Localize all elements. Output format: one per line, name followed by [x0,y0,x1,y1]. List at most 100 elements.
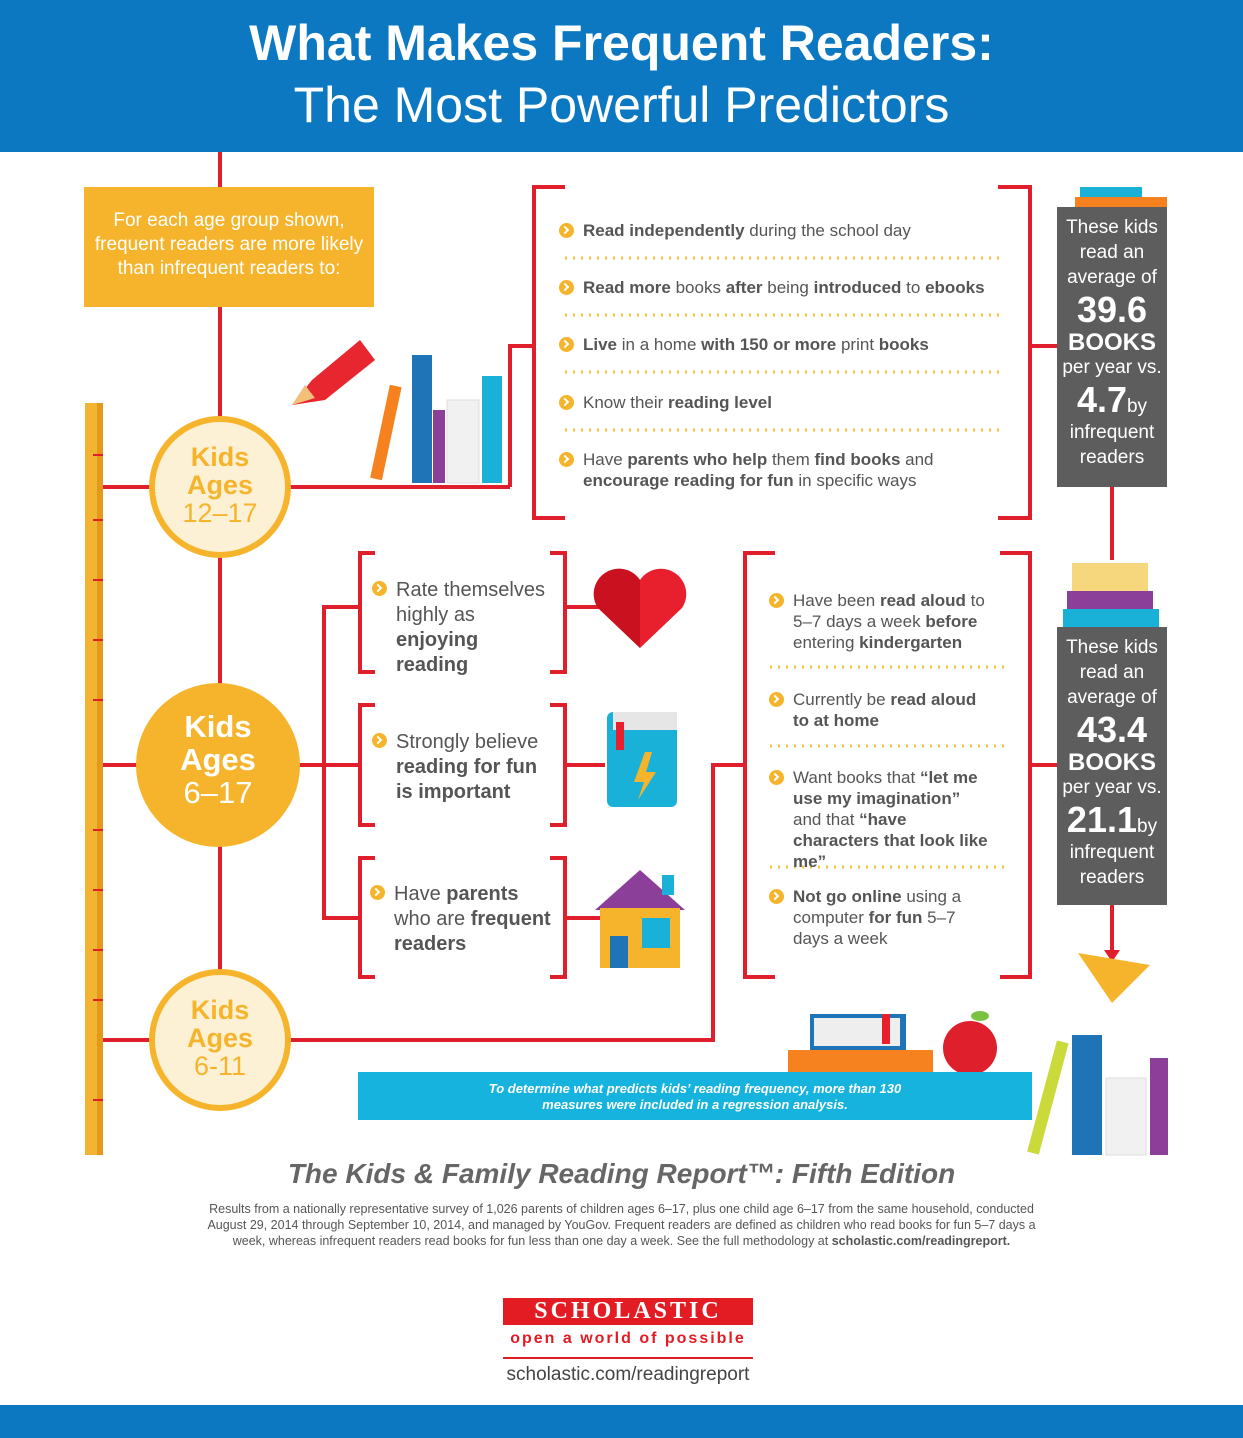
text-run: read aloud to at home [793,690,977,730]
text-run: using a computer [793,887,962,927]
bullet [769,692,784,707]
stat-by: by [1137,816,1158,837]
methodology: Results from a nationally representative… [200,1201,1043,1249]
bullet [559,452,574,467]
age-circle: Kids Ages 6-11 [150,996,290,1080]
text-run: after [725,278,763,297]
text-run: entering [793,633,860,652]
stat-infrequent: 4.7 [1076,379,1127,420]
text-run: being [762,278,814,297]
text-run: Want books that [793,768,920,787]
text-run: find books [814,450,901,469]
text-run: “have characters that look like me” [793,810,988,871]
bullet [769,593,784,608]
text-run: frequent readers [394,908,551,955]
text-run: books [878,335,929,354]
stat-frequent: 39.6 [1076,289,1148,330]
report-title: The Kids & Family Reading Report™: Fifth… [287,1158,956,1189]
age-range: 12–17 [182,498,258,528]
bullet [559,280,574,295]
age-range: 6-11 [193,1051,247,1081]
predictor-item: Have parents who are frequent readers [370,882,554,957]
bullet [370,885,385,900]
bullet [769,889,784,904]
text-run: reading level [668,393,772,412]
text-run: and that [793,810,860,829]
age-line: Ages [180,742,256,777]
text-run: read aloud [879,591,966,610]
stat-infrequent: 21.1 [1066,799,1137,840]
text-run: print [836,335,879,354]
text-run: reading for fun is important [396,756,538,803]
intro-box: For each age group shown, frequent reade… [84,187,374,307]
text-run: Currently be [793,690,891,709]
age-line: Kids [190,995,250,1025]
text-run: parents [446,883,519,905]
text-run: with 150 or more [701,335,837,354]
stat-compare: per year vs. [1062,357,1162,378]
note-bar: To determine what predicts kids’ reading… [358,1072,1032,1120]
text-run: Have been [793,591,880,610]
stat-by: by [1126,396,1148,417]
bullet [769,770,784,785]
url: scholastic.com/readingreport [506,1364,750,1385]
text-run: Know their [583,393,669,412]
text-run: 5–7 days a week [793,908,956,948]
text-run: Read more [583,278,671,297]
age-line: Ages [186,470,254,500]
age-range: 6–17 [183,775,253,810]
text-run: in specific ways [793,471,917,490]
stat-lead: These kids read an average of [1066,637,1158,708]
stat-unit: BOOKS [1067,329,1156,356]
text-run: introduced [813,278,902,297]
text-run: in a home [617,335,702,354]
age-line: Kids [190,442,250,472]
predictor-item: Not go online using a computer for fun 5… [769,886,993,949]
bullet [372,733,387,748]
predictor-item: Rate themselves highly as enjoying readi… [372,578,556,678]
bullet [559,223,574,238]
text-run: Results from a nationally representative… [207,1202,1036,1248]
stat-compare: per year vs. [1062,777,1162,798]
text-run: scholastic.com/readingreport. [831,1234,1011,1248]
text-run: books [670,278,726,297]
predictor-item: Have been read aloud to 5–7 days a week … [769,590,993,653]
text-run: to [901,278,926,297]
bullet [559,395,574,410]
text-run: them [767,450,815,469]
subtitle: The Most Powerful Predictors [293,77,950,133]
predictor-item: Know their reading level [559,392,1003,413]
stat-box: These kids read an average of 39.6 BOOKS pe… [1057,207,1167,487]
text-run: to 5–7 days a week [793,591,985,631]
age-line: Kids [184,709,252,744]
text-run: who are [394,908,471,930]
age-circle: Kids Ages 12–17 [150,443,290,527]
title: What Makes Frequent Readers: [249,15,994,71]
age-circle: Kids Ages 6–17 [136,710,300,809]
predictor-item: Currently be read aloud to at home [769,689,993,731]
predictor-item: Want books that “let me use my imaginati… [769,767,993,872]
text-run: and [900,450,934,469]
bullet [372,581,387,596]
text-run: Live [583,335,618,354]
divider [503,1357,753,1359]
stat-frequent: 43.4 [1076,709,1148,750]
header: What Makes Frequent Readers: The Most Po… [0,0,1243,152]
text-run: Rate themselves highly as [396,579,545,626]
text-run: Not go online [793,887,902,906]
logo: SCHOLASTIC [503,1298,753,1325]
text-run: ebooks [925,278,985,297]
tagline: open a world of possible [510,1330,746,1347]
footer-bar [0,1405,1243,1438]
stat-tail: infrequent readers [1069,842,1155,888]
text-run: enjoying reading [396,629,479,676]
predictor-item: Read more books after being introduced t… [559,277,1003,298]
text-run: parents who help [627,450,768,469]
stat-row: 4.7by [1057,380,1167,420]
text-run: Strongly believe [396,731,539,753]
age-line: Ages [186,1023,254,1053]
stat-unit: BOOKS [1067,749,1156,776]
predictor-item: Strongly believe reading for fun is impo… [372,730,556,805]
